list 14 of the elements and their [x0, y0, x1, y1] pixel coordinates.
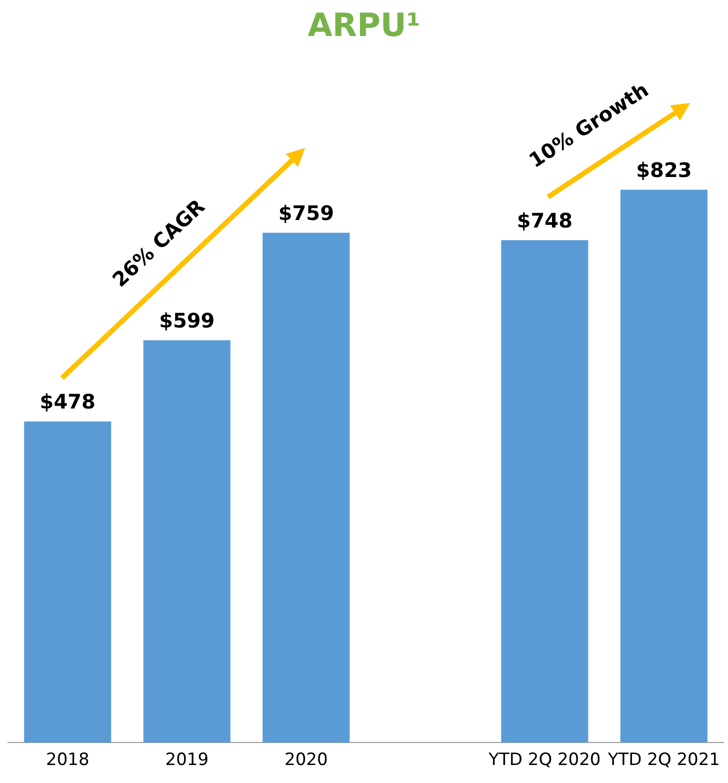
bar	[24, 421, 112, 743]
chart-title: ARPU¹	[306, 6, 422, 44]
x-tick-label: 2019	[165, 750, 209, 770]
bar	[501, 240, 588, 743]
data-label: $478	[40, 390, 96, 414]
data-label: $599	[159, 308, 215, 332]
data-label: $823	[636, 158, 692, 182]
x-tick-label: 2020	[284, 750, 328, 770]
data-label: $748	[516, 208, 573, 232]
bar	[262, 232, 350, 743]
x-tick-label: YTD 2Q 2020	[488, 750, 601, 770]
x-tick-label: 2018	[46, 750, 90, 770]
x-tick-label: YTD 2Q 2021	[606, 750, 720, 770]
data-label: $759	[278, 200, 334, 225]
